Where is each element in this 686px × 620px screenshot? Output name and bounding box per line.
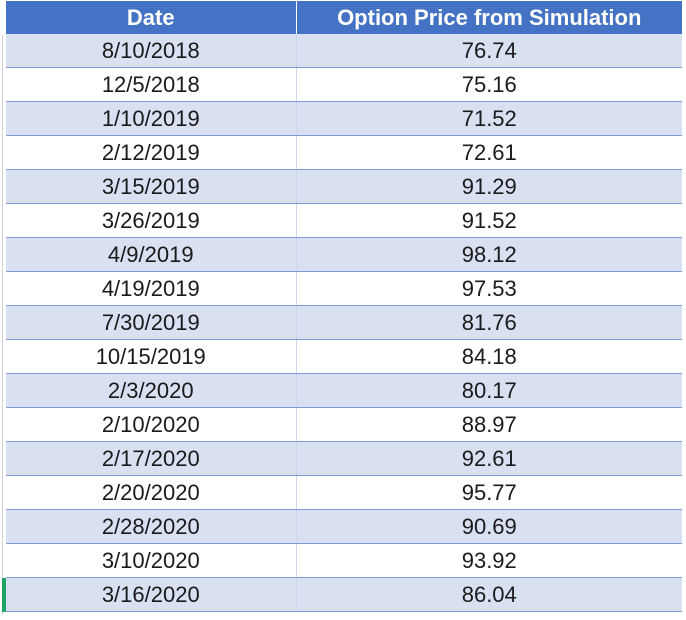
table-row: 12/5/2018 75.16 [6,67,682,102]
date-cell[interactable]: 7/30/2019 [6,305,297,340]
active-row-marker [2,578,6,612]
price-cell[interactable]: 88.97 [296,407,682,442]
table-row: 3/15/2019 91.29 [6,169,682,204]
price-cell[interactable]: 81.76 [296,305,682,340]
price-cell[interactable]: 91.52 [296,203,682,238]
table-row: 3/10/2020 93.92 [6,543,682,578]
table-row: 2/12/2019 72.61 [6,135,682,170]
price-cell[interactable]: 90.69 [296,509,682,544]
table-row: 3/26/2019 91.52 [6,203,682,238]
price-column-header[interactable]: Option Price from Simulation [296,1,682,34]
table-row: 10/15/2019 84.18 [6,339,682,374]
table-row: 4/9/2019 98.12 [6,237,682,272]
option-price-table: Date Option Price from Simulation 8/10/2… [6,1,682,612]
date-cell[interactable]: 3/15/2019 [6,169,297,204]
price-cell[interactable]: 98.12 [296,237,682,272]
price-cell[interactable]: 86.04 [296,577,682,612]
table-row: 2/10/2020 88.97 [6,407,682,442]
table-row: 2/17/2020 92.61 [6,441,682,476]
row-gutter-line [2,35,3,615]
date-cell[interactable]: 1/10/2019 [6,101,297,136]
date-cell[interactable]: 2/28/2020 [6,509,297,544]
date-cell[interactable]: 3/16/2020 [6,577,297,612]
price-cell[interactable]: 92.61 [296,441,682,476]
price-cell[interactable]: 80.17 [296,373,682,408]
price-cell[interactable]: 97.53 [296,271,682,306]
date-cell[interactable]: 2/12/2019 [6,135,297,170]
date-cell[interactable]: 4/9/2019 [6,237,297,272]
price-cell[interactable]: 84.18 [296,339,682,374]
price-cell[interactable]: 71.52 [296,101,682,136]
date-cell[interactable]: 2/10/2020 [6,407,297,442]
price-cell[interactable]: 72.61 [296,135,682,170]
header-row: Date Option Price from Simulation [6,1,682,34]
date-column-header[interactable]: Date [6,1,297,34]
table-row: 7/30/2019 81.76 [6,305,682,340]
price-cell[interactable]: 91.29 [296,169,682,204]
date-cell[interactable]: 10/15/2019 [6,339,297,374]
table-row: 1/10/2019 71.52 [6,101,682,136]
date-cell[interactable]: 2/3/2020 [6,373,297,408]
date-cell[interactable]: 2/20/2020 [6,475,297,510]
table-row: 2/28/2020 90.69 [6,509,682,544]
date-cell[interactable]: 3/26/2019 [6,203,297,238]
price-cell[interactable]: 76.74 [296,34,682,68]
date-cell[interactable]: 12/5/2018 [6,67,297,102]
table-row: 2/20/2020 95.77 [6,475,682,510]
date-cell[interactable]: 3/10/2020 [6,543,297,578]
table-row: 8/10/2018 76.74 [6,34,682,68]
table-row: 3/16/2020 86.04 [6,577,682,612]
date-cell[interactable]: 8/10/2018 [6,34,297,68]
price-cell[interactable]: 93.92 [296,543,682,578]
table-row: 2/3/2020 80.17 [6,373,682,408]
date-cell[interactable]: 2/17/2020 [6,441,297,476]
date-cell[interactable]: 4/19/2019 [6,271,297,306]
table-row: 4/19/2019 97.53 [6,271,682,306]
price-cell[interactable]: 75.16 [296,67,682,102]
price-cell[interactable]: 95.77 [296,475,682,510]
